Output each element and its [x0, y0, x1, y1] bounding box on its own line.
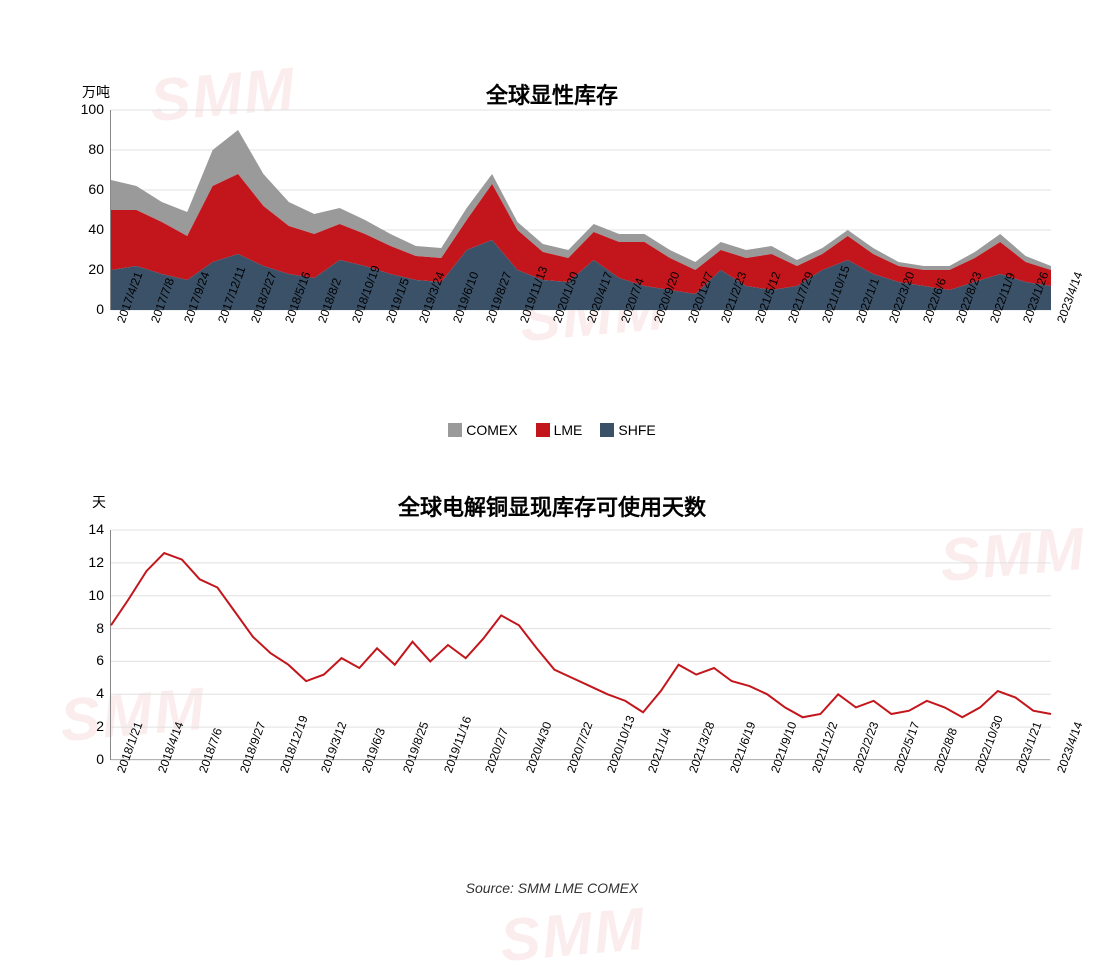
- legend-label: COMEX: [466, 422, 517, 438]
- chart2-ytick: 0: [70, 751, 104, 767]
- legend-item-lme: LME: [536, 422, 583, 438]
- legend-swatch: [600, 423, 614, 437]
- chart2-line: [111, 553, 1051, 717]
- legend-item-comex: COMEX: [448, 422, 517, 438]
- legend-item-shfe: SHFE: [600, 422, 655, 438]
- chart1-ytick: 80: [70, 141, 104, 157]
- chart1-title: 全球显性库存: [0, 78, 1104, 110]
- legend-swatch: [448, 423, 462, 437]
- chart2-ytick: 6: [70, 652, 104, 668]
- chart2-ytick: 2: [70, 718, 104, 734]
- chart1-ytick: 40: [70, 221, 104, 237]
- source-line: Source: SMM LME COMEX: [0, 880, 1104, 896]
- chart2-title: 全球电解铜显现库存可使用天数: [0, 490, 1104, 522]
- chart2-xtick: 2023/4/14: [1054, 720, 1085, 775]
- legend-label: SHFE: [618, 422, 655, 438]
- chart1-ytick: 0: [70, 301, 104, 317]
- chart2-ytick: 14: [70, 521, 104, 537]
- legend-swatch: [536, 423, 550, 437]
- chart1-ytick: 60: [70, 181, 104, 197]
- chart2-ytick: 8: [70, 620, 104, 636]
- chart1-ytick: 20: [70, 261, 104, 277]
- chart1-legend: COMEX LME SHFE: [0, 422, 1104, 438]
- chart2-ytick: 12: [70, 554, 104, 570]
- chart1-ytick: 100: [70, 101, 104, 117]
- watermark: SMM: [497, 894, 648, 975]
- chart1-y-unit: 万吨: [82, 82, 110, 102]
- chart2-ytick: 4: [70, 685, 104, 701]
- chart1-xtick: 2023/4/14: [1054, 270, 1085, 325]
- chart2-ytick: 10: [70, 587, 104, 603]
- legend-label: LME: [554, 422, 583, 438]
